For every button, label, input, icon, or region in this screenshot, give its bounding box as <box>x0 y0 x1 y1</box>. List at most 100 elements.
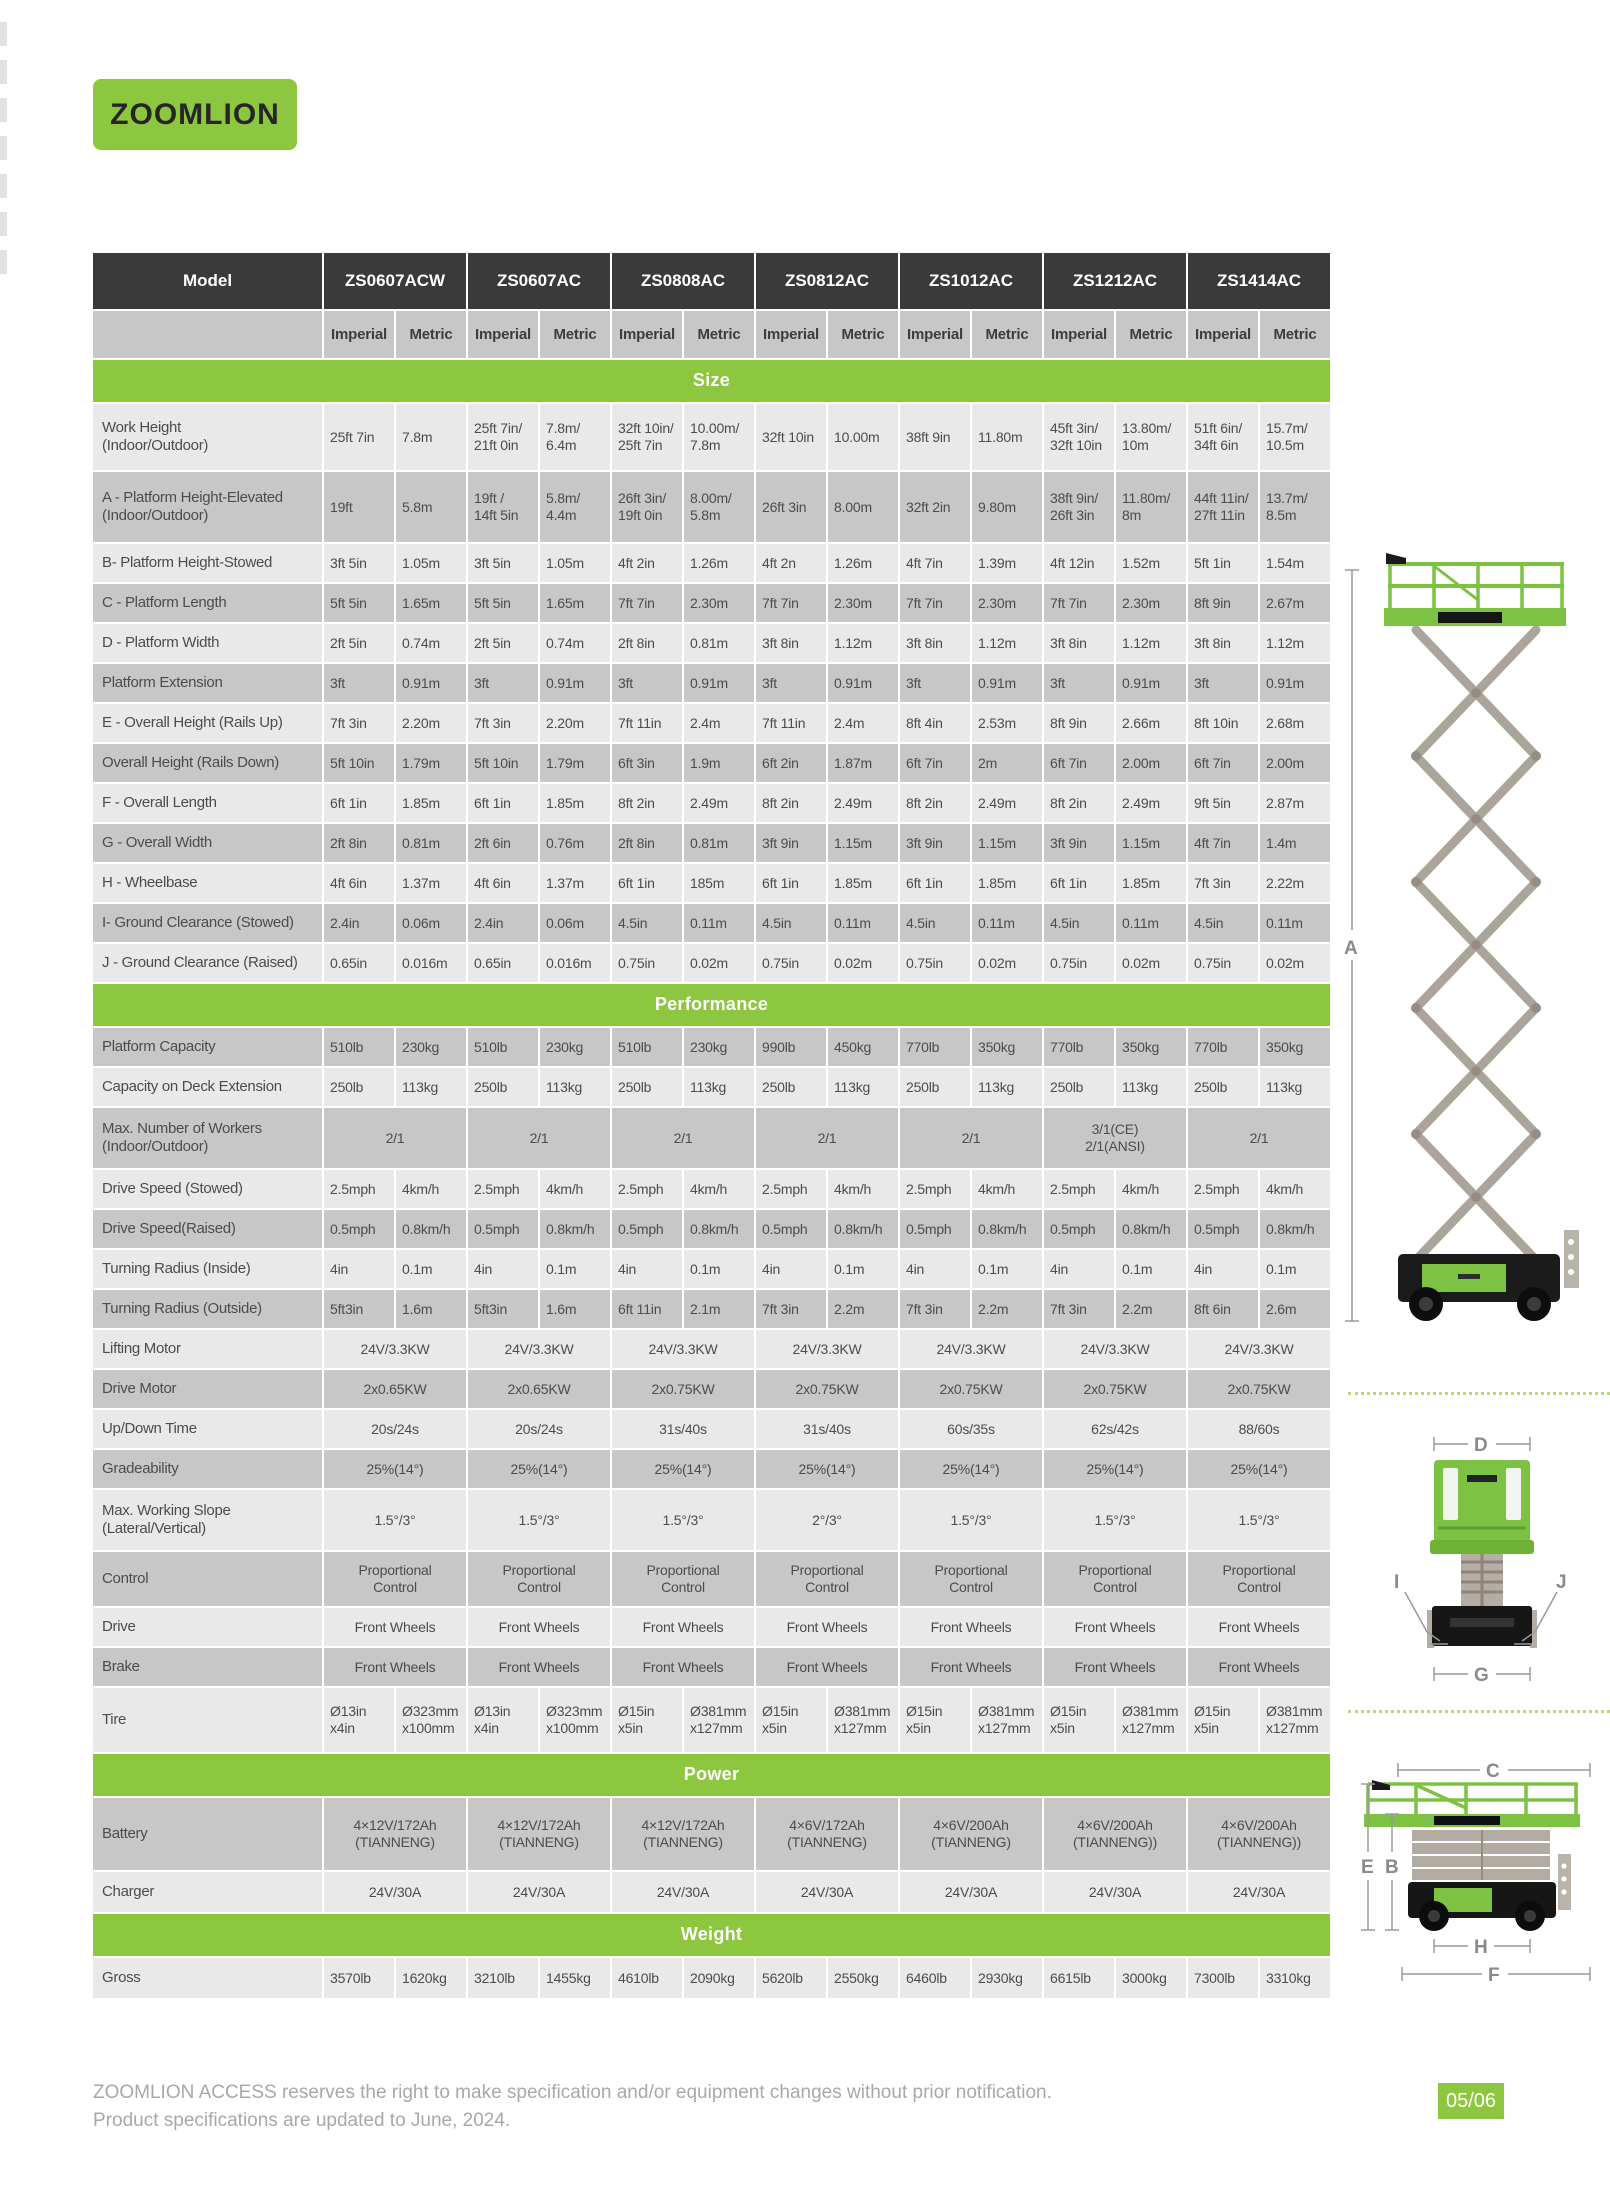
spec-value: 2x0.65KW <box>468 1370 610 1408</box>
spec-value: 19ft <box>324 472 394 542</box>
spec-value: 7ft 3in <box>900 1290 970 1328</box>
spec-value: 2ft 8in <box>324 824 394 862</box>
spec-value: 7ft 11in <box>612 704 682 742</box>
spec-value: 3210lb <box>468 1958 538 1998</box>
page-edge-tab <box>0 60 7 84</box>
bracket-hole <box>1561 1889 1567 1895</box>
spec-value: 8ft 10in <box>1188 704 1258 742</box>
spec-value: 1.5°/3° <box>324 1490 466 1550</box>
spec-value: 2.4in <box>468 904 538 942</box>
spec-value: 0.5mph <box>1188 1210 1258 1248</box>
spec-value: Front Wheels <box>1188 1608 1330 1646</box>
row-label: G - Overall Width <box>93 824 322 862</box>
spec-value: 45ft 3in/ 32ft 10in <box>1044 404 1114 470</box>
spec-value: 24V/3.3KW <box>468 1330 610 1368</box>
spec-value: 1.26m <box>828 544 898 582</box>
spec-value: 8.00m/ 5.8m <box>684 472 754 542</box>
spec-value: 3ft 5in <box>468 544 538 582</box>
spec-value: 4km/h <box>684 1170 754 1208</box>
spec-value: 1.15m <box>972 824 1042 862</box>
spec-value: 2.5mph <box>1188 1170 1258 1208</box>
bracket-hole <box>1561 1876 1567 1882</box>
spec-value: 4in <box>468 1250 538 1288</box>
spec-value: 1.9m <box>684 744 754 782</box>
spec-value: 4in <box>756 1250 826 1288</box>
deck-logo-strip <box>1434 1816 1500 1825</box>
spec-value: 2x0.65KW <box>324 1370 466 1408</box>
spec-value: Ø381mm x127mm <box>1116 1688 1186 1752</box>
spec-value: 2.1m <box>684 1290 754 1328</box>
label-gap <box>1482 1962 1508 1986</box>
base-foot <box>1530 1610 1537 1648</box>
spec-value: 3ft <box>468 664 538 702</box>
spec-value: 8ft 2in <box>900 784 970 822</box>
unit-header-metric: Metric <box>828 311 898 358</box>
spec-value: Proportional Control <box>612 1552 754 1606</box>
unit-header-metric: Metric <box>396 311 466 358</box>
spec-value: 113kg <box>684 1068 754 1106</box>
section-bar-size: Size <box>93 360 1330 402</box>
row-label: Gradeability <box>93 1450 322 1488</box>
spec-value: 7ft 7in <box>1044 584 1114 622</box>
spec-value: 0.91m <box>972 664 1042 702</box>
model-name-zs0607acw: ZS0607ACW <box>324 253 466 309</box>
spec-value: 0.81m <box>396 824 466 862</box>
spec-value: 4in <box>1188 1250 1258 1288</box>
spec-value: 1.5°/3° <box>1188 1490 1330 1550</box>
spec-value: 1.5°/3° <box>468 1490 610 1550</box>
spec-value: 0.5mph <box>900 1210 970 1248</box>
spec-value: 230kg <box>396 1028 466 1066</box>
row-label: I- Ground Clearance (Stowed) <box>93 904 322 942</box>
spec-value: 0.8km/h <box>1260 1210 1330 1248</box>
spec-value: 0.91m <box>1260 664 1330 702</box>
bracket-hole <box>1561 1863 1567 1869</box>
spec-value: 4.5in <box>612 904 682 942</box>
spec-value: 2.87m <box>1260 784 1330 822</box>
spec-value: 2.5mph <box>900 1170 970 1208</box>
dim-label-f: F <box>1488 1965 1500 1986</box>
spec-value: 6ft 7in <box>1188 744 1258 782</box>
spec-value: 25ft 7in/ 21ft 0in <box>468 404 538 470</box>
spec-value: 0.8km/h <box>1116 1210 1186 1248</box>
spec-value: 31s/40s <box>612 1410 754 1448</box>
spec-value: 3ft 8in <box>900 624 970 662</box>
spec-value: 6ft 1in <box>612 864 682 902</box>
page-edge-tab <box>0 250 7 274</box>
spec-value: 990lb <box>756 1028 826 1066</box>
spec-value: 20s/24s <box>468 1410 610 1448</box>
row-label: Capacity on Deck Extension <box>93 1068 322 1106</box>
spec-value: 0.81m <box>684 824 754 862</box>
spec-value: 0.5mph <box>468 1210 538 1248</box>
spec-value: 4ft 7in <box>1188 824 1258 862</box>
unit-header-imperial: Imperial <box>468 311 538 358</box>
spec-value: 6ft 7in <box>1044 744 1114 782</box>
spec-value: 3310kg <box>1260 1958 1330 1998</box>
spec-value: 1.5°/3° <box>612 1490 754 1550</box>
spec-value: 10.00m <box>828 404 898 470</box>
model-name-zs0808ac: ZS0808AC <box>612 253 754 309</box>
spec-value: Ø381mm x127mm <box>828 1688 898 1752</box>
row-label: Turning Radius (Inside) <box>93 1250 322 1288</box>
spec-value: 1.15m <box>828 824 898 862</box>
spec-value: Front Wheels <box>756 1608 898 1646</box>
unit-header-imperial: Imperial <box>756 311 826 358</box>
spec-value: 11.80m/ 8m <box>1116 472 1186 542</box>
spec-value: 3ft 5in <box>324 544 394 582</box>
spec-value: 1.79m <box>540 744 610 782</box>
spec-value: 9.80m <box>972 472 1042 542</box>
row-label: Tire <box>93 1688 322 1752</box>
spec-value: 26ft 3in <box>756 472 826 542</box>
spec-value: 0.11m <box>684 904 754 942</box>
spec-value: 24V/30A <box>756 1872 898 1912</box>
spec-value: 7ft 7in <box>612 584 682 622</box>
spec-value: 1620kg <box>396 1958 466 1998</box>
row-label: Charger <box>93 1872 322 1912</box>
spec-value: 4×6V/172Ah (TIANNENG) <box>756 1798 898 1870</box>
row-label: A - Platform Height-Elevated (Indoor/Out… <box>93 472 322 542</box>
spec-value: 1.12m <box>828 624 898 662</box>
spec-value: 510lb <box>612 1028 682 1066</box>
spec-value: 2/1 <box>1188 1108 1330 1168</box>
spec-value: 6460lb <box>900 1958 970 1998</box>
row-label: Max. Working Slope (Lateral/Vertical) <box>93 1490 322 1550</box>
